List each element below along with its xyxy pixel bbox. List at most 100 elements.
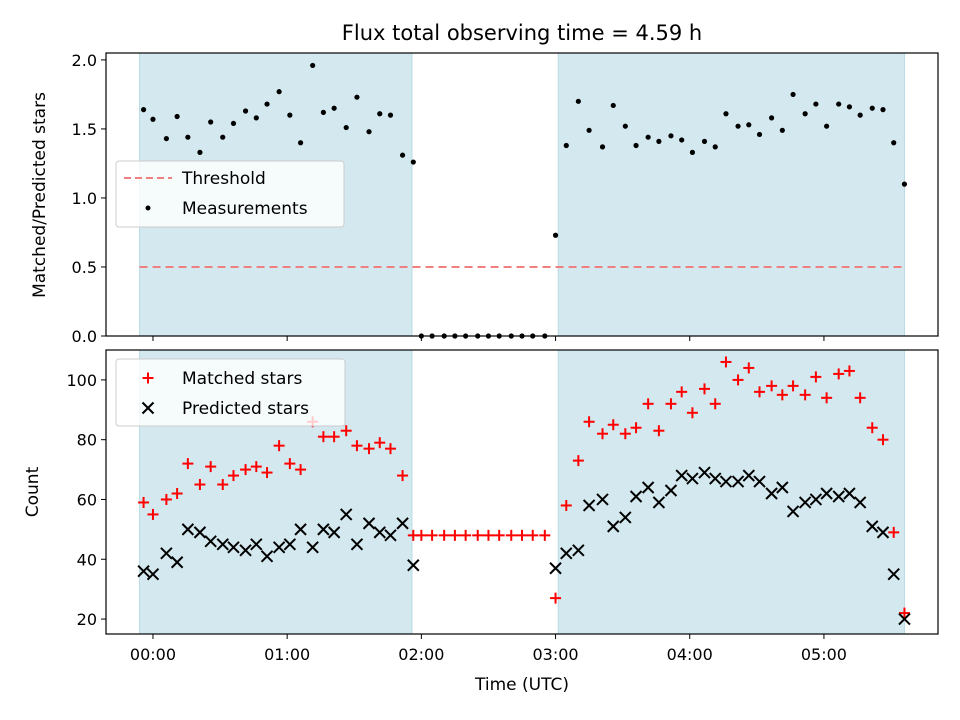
measurement-point — [366, 129, 372, 135]
measurement-point — [343, 124, 349, 131]
predicted-star-point — [853, 496, 867, 509]
measurement-point — [150, 116, 156, 122]
matched-star-point — [766, 380, 778, 392]
predicted-star-point — [239, 544, 252, 557]
predicted-star-point — [731, 475, 745, 488]
measurement-point — [790, 91, 796, 98]
measurement-point — [645, 134, 651, 140]
predicted-star-point — [629, 490, 643, 503]
predicted-star-point — [204, 535, 217, 548]
measurement-point — [735, 123, 741, 129]
measurement-point — [563, 142, 569, 149]
measurement-point — [869, 105, 875, 111]
matched-star-point — [676, 386, 688, 398]
matched-star-point — [227, 470, 239, 482]
matched-star-point — [642, 398, 654, 410]
top-y-tick-label: 0.5 — [72, 258, 97, 277]
measurement-point — [756, 131, 763, 138]
matched-star-point — [888, 526, 900, 538]
measurement-point — [668, 133, 674, 139]
predicted-legend-marker — [141, 401, 155, 415]
bottom-x-ticks: 00:00 01:00 02:00 03:00 04:00 05:00 — [130, 634, 847, 664]
bottom-y-tick-label: 20 — [77, 610, 97, 629]
x-tick-label: 05:00 — [801, 645, 847, 664]
measurement-point — [287, 112, 293, 118]
matched-star-point — [686, 407, 698, 419]
measurements-legend-label: Measurements — [182, 199, 308, 219]
matched-star-point — [415, 529, 427, 541]
measurement-point — [220, 134, 226, 140]
measurement-point — [586, 127, 592, 133]
matched-legend-swatch — [142, 372, 154, 384]
measurement-point — [230, 120, 237, 127]
count-points — [137, 356, 911, 626]
predicted-star-point — [350, 538, 364, 551]
predicted-star-point — [181, 523, 195, 536]
predicted-star-point — [582, 499, 596, 512]
measurement-point — [163, 135, 169, 142]
matched-star-point — [572, 455, 584, 467]
predicted-star-point — [327, 526, 341, 539]
predicted-star-point — [306, 541, 319, 554]
predicted-star-point — [607, 520, 620, 533]
measurement-point — [331, 105, 337, 111]
measurement-point — [552, 232, 559, 238]
top-y-tick-label: 0.0 — [72, 327, 97, 346]
matched-star-point — [340, 425, 352, 437]
measurement-point — [901, 181, 908, 187]
matched-star-point — [363, 443, 375, 455]
measurement-point — [679, 137, 685, 143]
matched-star-point — [754, 386, 766, 398]
measurement-point — [857, 112, 863, 118]
matched-star-point — [743, 362, 755, 374]
predicted-star-point — [160, 547, 173, 560]
measurement-point — [610, 102, 616, 109]
predicted-star-point — [216, 538, 229, 551]
matched-star-point — [426, 529, 438, 541]
predicted-star-point — [339, 508, 353, 521]
predicted-star-point — [776, 481, 789, 494]
predicted-star-point — [675, 469, 688, 482]
matched-star-point — [317, 431, 329, 443]
matched-star-point — [449, 529, 461, 541]
predicted-star-point — [809, 493, 823, 506]
bottom-legend-box — [115, 358, 346, 427]
predicted-star-point — [572, 544, 585, 557]
matched-star-point — [799, 389, 811, 401]
top-observing-window — [557, 52, 905, 337]
x-tick-label: 00:00 — [130, 645, 176, 664]
matched-star-point — [866, 422, 878, 434]
bottom-y-tick-label: 40 — [77, 550, 97, 569]
count-panel: 20 40 60 80 100 00:00 01:00 02:00 03:00 04:00 05:… — [23, 349, 939, 695]
matched-star-point — [619, 428, 631, 440]
bottom-y-tick-label: 60 — [77, 490, 97, 509]
x-axis-label: Time (UTC) — [474, 675, 569, 695]
predicted-star-point — [146, 568, 160, 581]
measurement-point — [174, 113, 180, 120]
predicted-star-point — [866, 520, 879, 533]
predicted-star-point — [876, 526, 890, 539]
predicted-star-point — [742, 469, 755, 482]
matched-star-point — [171, 487, 183, 499]
matched-star-point — [250, 461, 262, 473]
matched-legend-marker — [142, 372, 154, 384]
matched-star-point — [843, 365, 855, 377]
matched-star-point — [493, 529, 505, 541]
matched-star-point — [583, 416, 595, 428]
predicted-star-point — [170, 556, 184, 569]
measurements-legend-swatch — [145, 205, 151, 211]
matched-star-point — [607, 419, 619, 431]
matched-star-point — [194, 479, 206, 491]
matched-star-point — [397, 470, 409, 482]
matched-star-point — [720, 356, 732, 368]
predicted-star-point — [560, 547, 573, 560]
x-tick-label: 04:00 — [667, 645, 713, 664]
measurement-point — [880, 107, 886, 113]
measurement-point — [208, 119, 214, 125]
predicted-star-point — [193, 526, 207, 539]
bottom-plot-frame — [105, 349, 939, 635]
matched-star-point — [505, 529, 517, 541]
measurement-point — [712, 144, 718, 150]
predicted-star-point — [664, 484, 678, 497]
